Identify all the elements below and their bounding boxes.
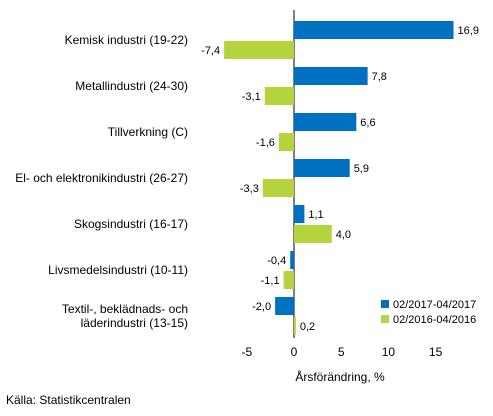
data-label: 5,9: [354, 163, 369, 175]
data-label: -3,1: [242, 91, 261, 103]
bar-series1: [294, 159, 350, 177]
data-label: -2,0: [252, 301, 271, 313]
category-label: Textil-, beklädnads- och: [62, 302, 188, 316]
category-label: läderindustri (13-15): [81, 316, 188, 330]
legend-swatch: [381, 300, 389, 308]
bar-series1: [294, 113, 357, 131]
x-axis-title: Årsförändring, %: [295, 369, 385, 384]
legend-label: 02/2016-04/2016: [393, 314, 476, 326]
category-label: Metallindustri (24-30): [75, 79, 188, 93]
bar-series2: [224, 41, 294, 59]
bar-series2: [283, 271, 294, 289]
category-label: Livsmedelsindustri (10-11): [48, 263, 188, 277]
x-tick-label: 10: [382, 345, 396, 359]
category-label: Skogsindustri (16-17): [74, 217, 188, 231]
bar-series2: [294, 225, 332, 243]
bar-series2: [262, 179, 294, 197]
x-tick-label: 5: [338, 345, 345, 359]
data-label: 6,6: [360, 117, 375, 129]
data-label: 0,2: [300, 321, 315, 333]
x-tick-label: 0: [291, 345, 298, 359]
bar-series2: [264, 87, 294, 105]
data-label: -1,6: [256, 137, 275, 149]
data-label: -0,4: [267, 255, 286, 267]
data-label: 4,0: [336, 229, 351, 241]
bar-series2: [294, 317, 296, 335]
category-label: Tillverkning (C): [108, 125, 188, 139]
legend-swatch: [381, 315, 389, 323]
bar-series1: [290, 251, 294, 269]
data-label: 1,1: [308, 209, 323, 221]
bar-series2: [278, 133, 294, 151]
bar-series1: [294, 21, 454, 39]
data-label: -7,4: [201, 45, 220, 57]
category-label: Kemisk industri (19-22): [65, 33, 188, 47]
x-tick-label: -5: [241, 345, 252, 359]
legend-label: 02/2017-04/2017: [393, 299, 476, 311]
bar-series1: [275, 297, 294, 315]
x-tick-label: 15: [429, 345, 443, 359]
category-label: El- och elektronikindustri (26-27): [15, 171, 188, 185]
bar-series1: [294, 205, 305, 223]
data-label: -1,1: [261, 275, 280, 287]
bar-series1: [294, 67, 368, 85]
data-label: 16,9: [458, 25, 479, 37]
data-label: -3,3: [240, 183, 259, 195]
data-label: 7,8: [372, 71, 387, 83]
source-note: Källa: Statistikcentralen: [6, 393, 131, 407]
